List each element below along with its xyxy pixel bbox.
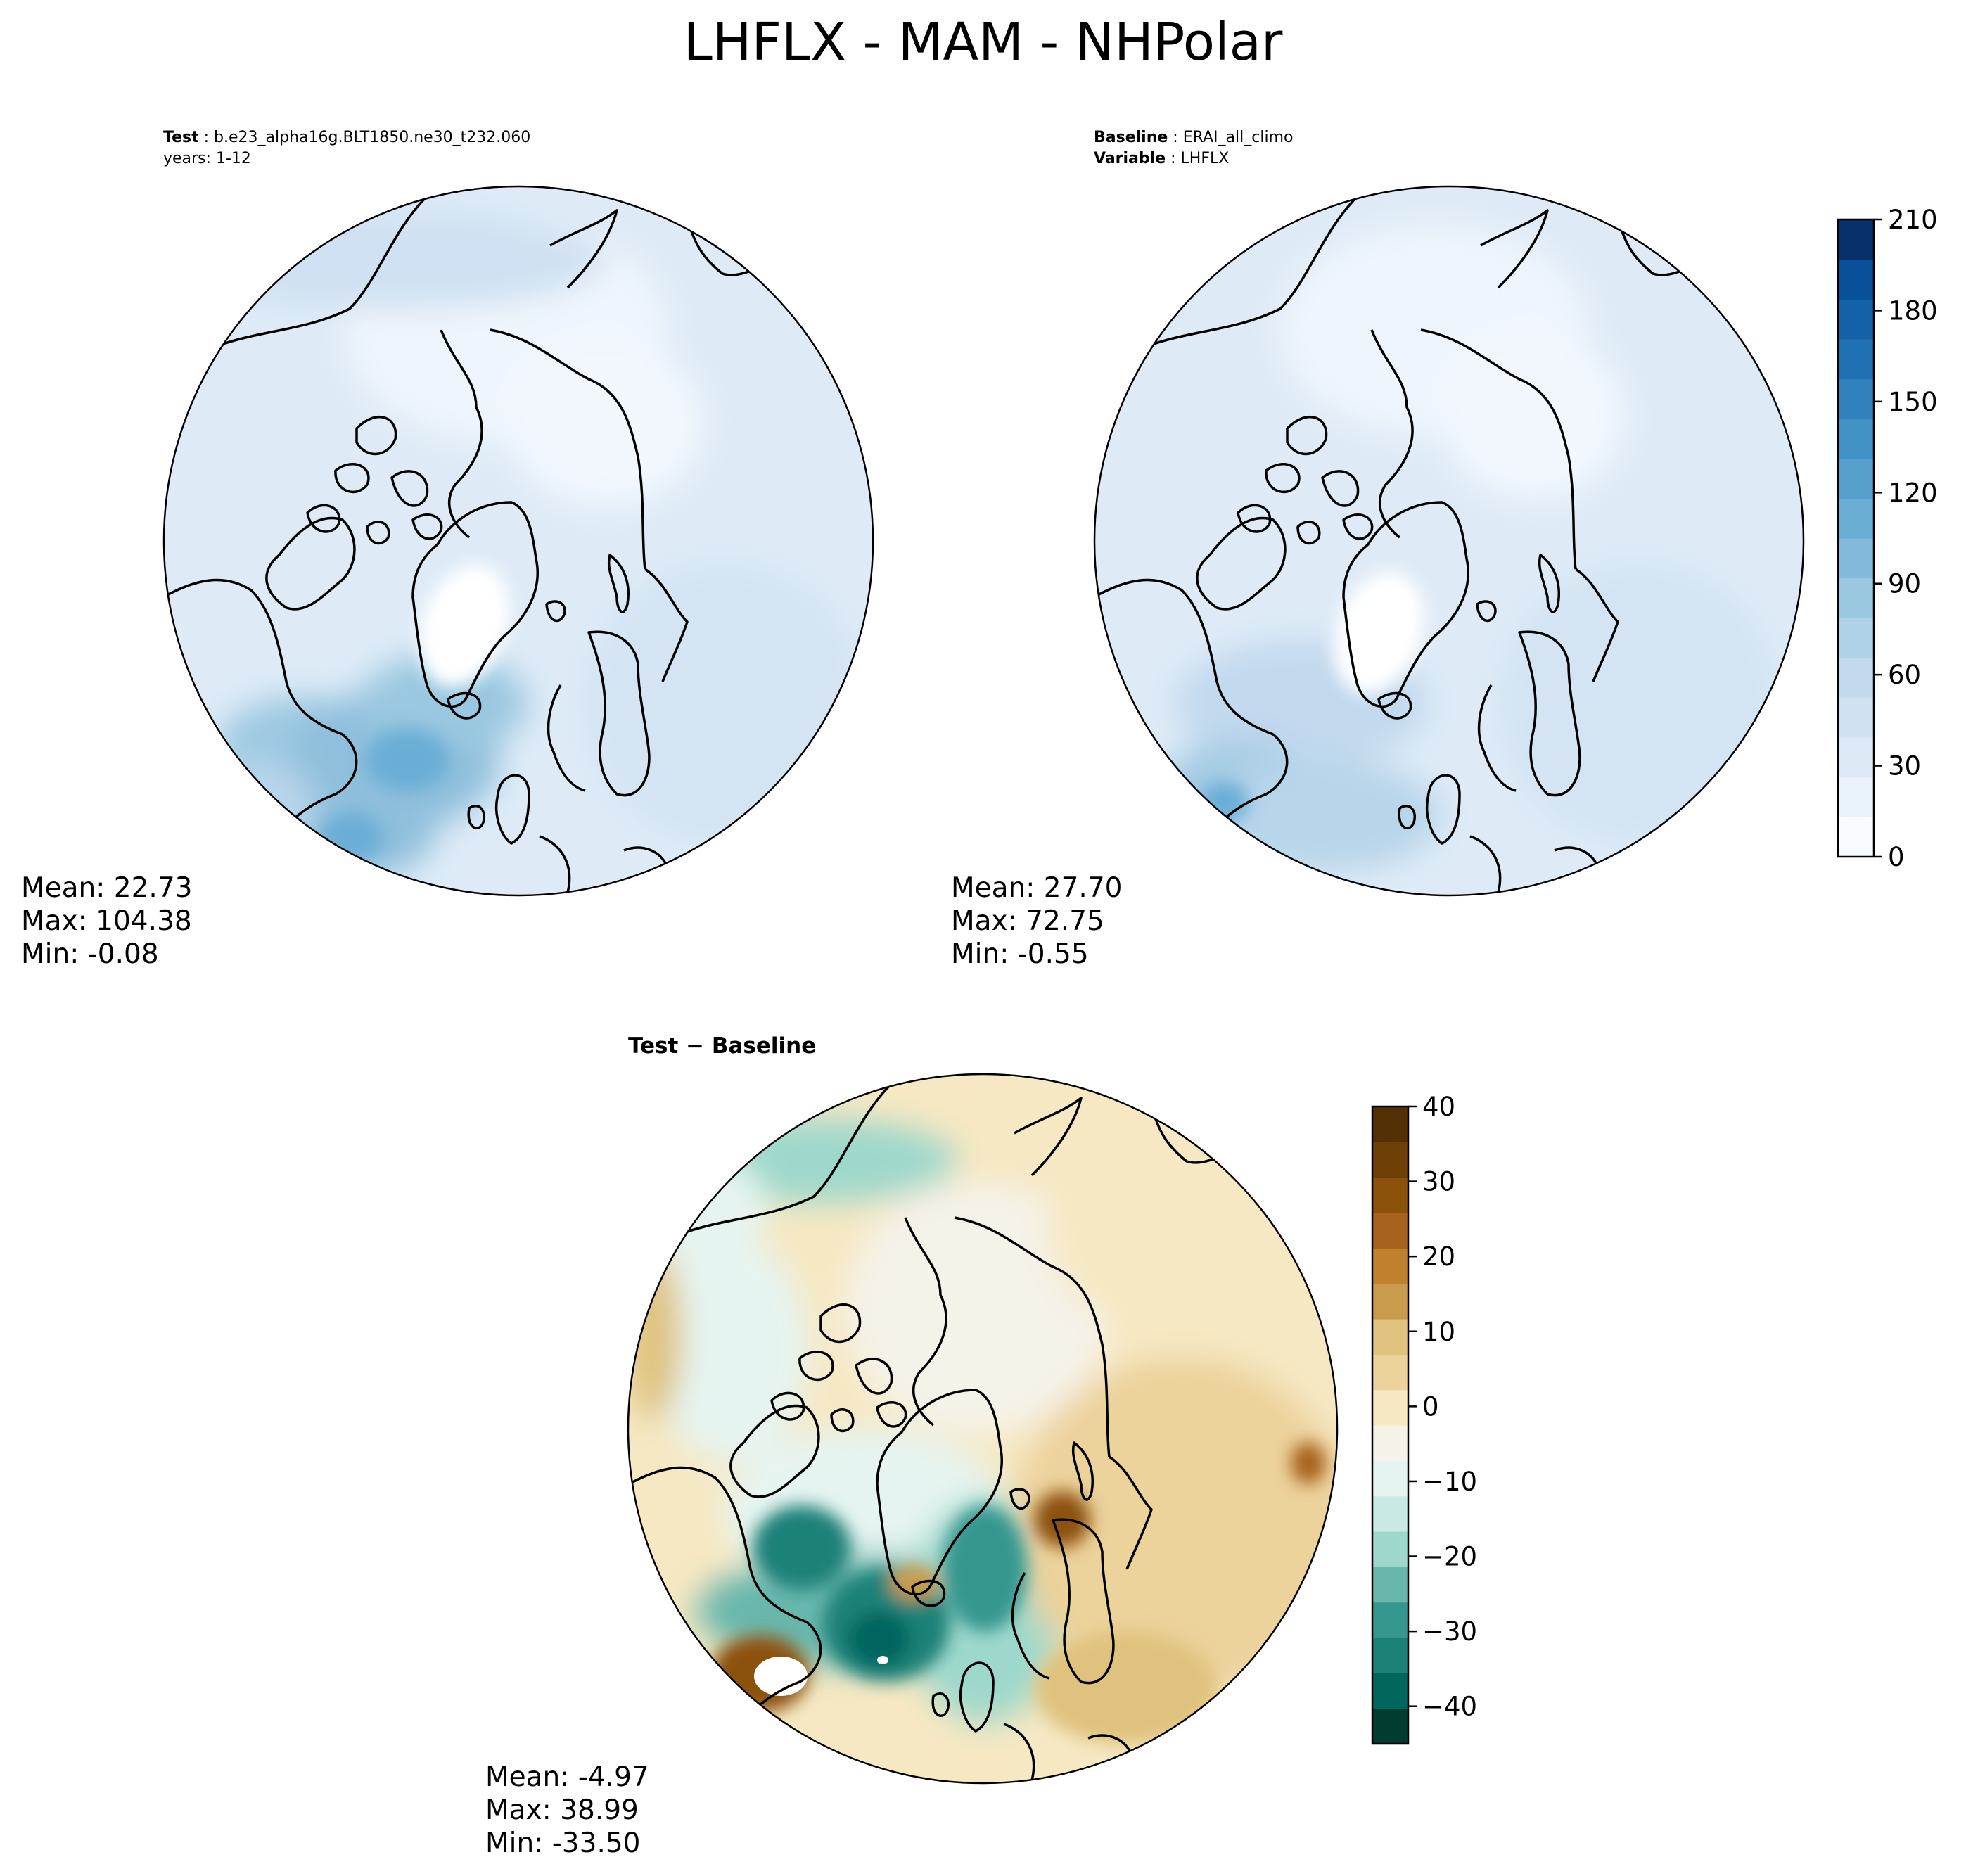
diverging-colorbar-segment [1372, 1283, 1408, 1320]
diverging-colorbar-tick-label: −40 [1422, 1692, 1477, 1722]
test-years: years: 1-12 [163, 150, 251, 167]
test-case-name: b.e23_alpha16g.BLT1850.ne30_t232.060 [214, 129, 531, 146]
diverging-colorbar-border [1371, 1105, 1410, 1745]
test-panel-header: Test : b.e23_alpha16g.BLT1850.ne30_t232.… [163, 127, 530, 170]
difference-map [627, 1073, 1339, 1785]
figure-title: LHFLX - MAM - NHPolar [683, 12, 1283, 72]
diverging-colorbar-segment [1372, 1213, 1408, 1249]
test-stats: Mean: 22.73 Max: 104.38 Min: -0.08 [21, 872, 192, 971]
baseline-key: Baseline [1094, 129, 1168, 146]
diverging-colorbar-segment [1372, 1708, 1408, 1744]
blues-colorbar-tick-label: 0 [1888, 842, 1905, 872]
diverging-colorbar-segment [1372, 1177, 1408, 1213]
blues-colorbar-tick-label: 120 [1888, 478, 1938, 508]
diverging-colorbar-tick-label: 20 [1422, 1242, 1455, 1272]
diverging-colorbar-segment [1372, 1106, 1408, 1142]
test-mean: Mean: 22.73 [21, 872, 193, 904]
blues-colorbar-segment [1838, 657, 1874, 698]
baseline-stats: Mean: 27.70 Max: 72.75 Min: -0.55 [951, 872, 1122, 971]
blues-colorbar-segment [1838, 737, 1874, 778]
difference-max: Max: 38.99 [485, 1794, 639, 1826]
blues-colorbar-segment [1838, 299, 1874, 340]
diverging-colorbar: 40 30 20 10 0 −10 −20 −30 −40 [1371, 1092, 1477, 1745]
diverging-colorbar-segment [1372, 1566, 1408, 1603]
diverging-colorbar-segment [1372, 1142, 1408, 1178]
diverging-colorbar-tick-label: 10 [1422, 1317, 1455, 1347]
test-max: Max: 104.38 [21, 905, 192, 937]
diverging-colorbar-tick-label: −30 [1422, 1616, 1477, 1647]
blues-colorbar-segment [1838, 219, 1874, 260]
blues-colorbar-tick-label: 180 [1888, 295, 1938, 326]
test-key: Test [163, 129, 199, 146]
variable-key: Variable [1094, 150, 1166, 167]
diverging-colorbar-segment [1372, 1638, 1408, 1673]
diverging-colorbar-segment [1372, 1425, 1408, 1461]
diverging-colorbar-tick-label: −20 [1422, 1542, 1477, 1572]
blues-colorbar-tick-label: 30 [1888, 751, 1921, 781]
blues-colorbar-tick-label: 150 [1888, 387, 1938, 417]
difference-stats: Mean: -4.97 Max: 38.99 Min: -33.50 [485, 1761, 649, 1860]
blues-colorbar: 0 30 60 90 120 150 180 210 [1837, 205, 1938, 872]
blues-colorbar-border [1837, 218, 1875, 858]
diverging-colorbar-tick-label: 30 [1422, 1167, 1455, 1197]
baseline-panel-header: Baseline : ERAI_all_climo Variable : LHF… [1094, 129, 1294, 167]
blues-colorbar-segment [1838, 538, 1874, 579]
diverging-colorbar-tick-label: 0 [1422, 1391, 1439, 1422]
blues-colorbar-tick-label: 210 [1888, 205, 1938, 235]
diverging-colorbar-segment [1372, 1460, 1408, 1497]
baseline-map [1093, 185, 1805, 897]
diverging-colorbar-segment [1372, 1319, 1408, 1355]
diverging-colorbar-segment [1372, 1495, 1408, 1532]
test-min: Min: -0.08 [21, 938, 159, 970]
baseline-min: Min: -0.55 [951, 938, 1089, 970]
difference-mean: Mean: -4.97 [485, 1761, 649, 1793]
blues-colorbar-segment [1838, 378, 1874, 419]
variable-name: LHFLX [1180, 150, 1230, 167]
blues-colorbar-segment [1838, 259, 1874, 300]
diverging-colorbar-segment [1372, 1354, 1408, 1391]
blues-colorbar-tick-label: 60 [1888, 660, 1921, 690]
diverging-colorbar-segment [1372, 1389, 1408, 1426]
diverging-colorbar-segment [1372, 1602, 1408, 1638]
diverging-colorbar-segment [1372, 1248, 1408, 1284]
blues-colorbar-segment [1838, 817, 1874, 857]
diverging-colorbar-tick-label: 40 [1422, 1092, 1455, 1122]
diverging-colorbar-tick-label: −10 [1422, 1467, 1477, 1497]
test-map [162, 185, 874, 897]
blues-colorbar-segment [1838, 498, 1874, 539]
blues-colorbar-segment [1838, 338, 1874, 380]
blues-colorbar-segment [1838, 697, 1874, 738]
blues-colorbar-segment [1838, 777, 1874, 817]
difference-panel-title: Test − Baseline [628, 1033, 817, 1059]
blues-colorbar-tick-label: 90 [1888, 569, 1921, 599]
baseline-mean: Mean: 27.70 [951, 872, 1123, 904]
baseline-case-name: ERAI_all_climo [1182, 129, 1294, 146]
blues-colorbar-segment [1838, 419, 1874, 459]
diverging-colorbar-segment [1372, 1531, 1408, 1567]
diverging-colorbar-segment [1372, 1673, 1408, 1709]
blues-colorbar-segment [1838, 578, 1874, 618]
difference-min: Min: -33.50 [485, 1827, 641, 1859]
blues-colorbar-segment [1838, 458, 1874, 499]
baseline-max: Max: 72.75 [951, 905, 1104, 937]
blues-colorbar-segment [1838, 618, 1874, 658]
